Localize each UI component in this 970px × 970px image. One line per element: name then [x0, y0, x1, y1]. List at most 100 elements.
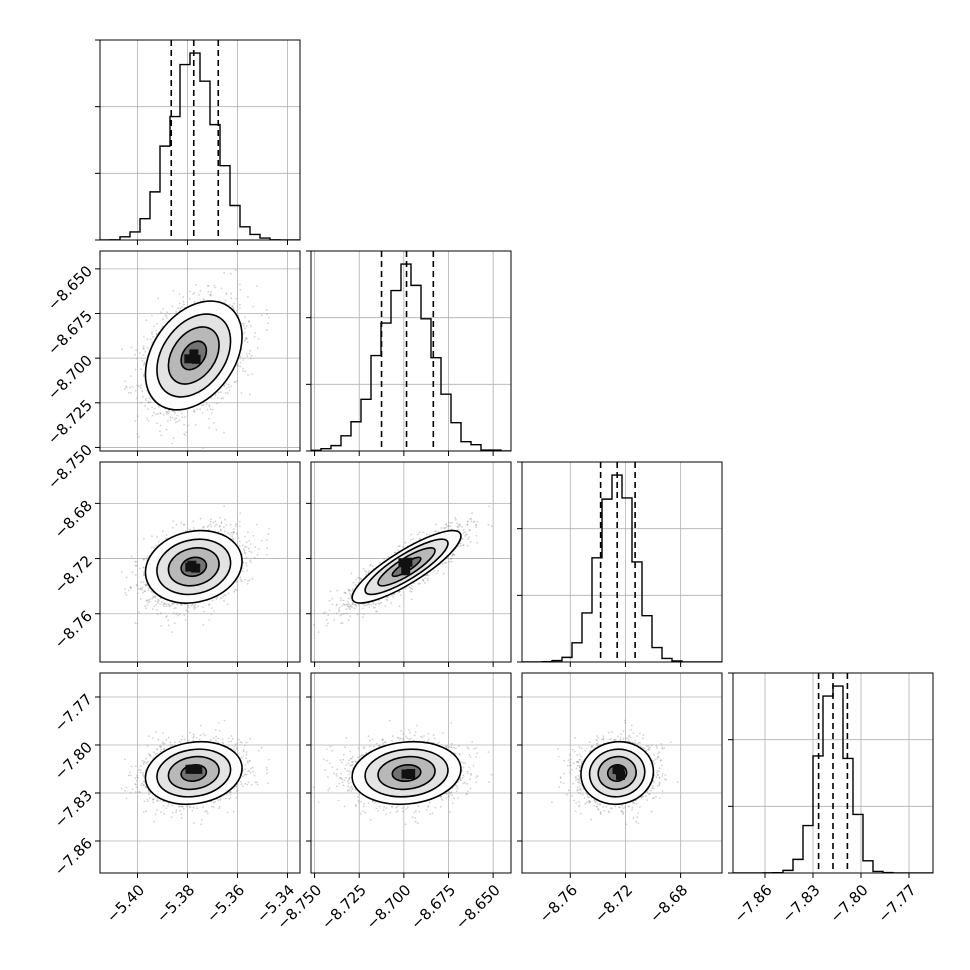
- scatter-point: [194, 606, 197, 609]
- scatter-point: [266, 313, 268, 315]
- scatter-point: [130, 346, 133, 349]
- scatter-point: [125, 593, 128, 596]
- scatter-point: [120, 348, 123, 351]
- panel-1-0: −8.750−8.725−8.700−8.675−8.650: [44, 250, 301, 493]
- scatter-point: [206, 284, 209, 287]
- scatter-point: [230, 272, 232, 275]
- scatter-point: [193, 409, 195, 411]
- scatter-point: [245, 546, 248, 548]
- scatter-point: [234, 381, 237, 383]
- scatter-point: [138, 435, 140, 438]
- scatter-point: [248, 352, 251, 355]
- scatter-point: [266, 329, 268, 331]
- scatter-point: [199, 408, 202, 411]
- scatter-point: [151, 331, 153, 334]
- scatter-point: [244, 552, 247, 555]
- scatter-point: [162, 603, 165, 606]
- scatter-point: [136, 433, 139, 435]
- scatter-point: [244, 546, 247, 548]
- scatter-point: [239, 576, 242, 579]
- scatter-point: [202, 526, 204, 529]
- scatter-point: [138, 611, 140, 614]
- scatter-point: [242, 367, 244, 370]
- panel-content: [311, 251, 511, 451]
- scatter-point: [238, 540, 241, 543]
- scatter-point: [260, 314, 263, 317]
- scatter-point: [189, 297, 191, 300]
- scatter-point: [142, 373, 145, 376]
- scatter-point: [169, 605, 172, 607]
- scatter-point: [250, 354, 253, 357]
- scatter-point: [155, 413, 158, 416]
- scatter-point: [187, 610, 190, 613]
- scatter-point: [155, 333, 158, 336]
- scatter-point: [157, 601, 159, 604]
- scatter-point: [166, 615, 168, 617]
- scatter-point: [154, 600, 157, 603]
- scatter-point: [244, 370, 247, 373]
- scatter-point: [230, 297, 233, 300]
- scatter-point: [251, 372, 254, 375]
- scatter-point: [168, 312, 171, 315]
- scatter-point: [243, 549, 246, 552]
- scatter-point: [197, 605, 200, 608]
- scatter-point: [134, 560, 137, 563]
- scatter-point: [189, 290, 192, 293]
- scatter-point: [236, 364, 239, 367]
- scatter-point: [208, 619, 211, 621]
- density-peak: [189, 349, 199, 359]
- scatter-point: [180, 306, 183, 308]
- scatter-point: [145, 398, 147, 400]
- scatter-point: [167, 412, 170, 415]
- scatter-point: [232, 528, 235, 531]
- scatter-point: [183, 303, 185, 306]
- y-tick-label: −8.725: [44, 396, 96, 448]
- scatter-point: [142, 354, 145, 356]
- scatter-point: [207, 290, 210, 293]
- scatter-point: [180, 412, 183, 414]
- scatter-point: [155, 544, 157, 547]
- scatter-point: [147, 599, 150, 602]
- scatter-point: [247, 296, 249, 298]
- scatter-point: [171, 305, 174, 308]
- scatter-point: [147, 419, 150, 422]
- scatter-point: [156, 608, 159, 611]
- scatter-point: [129, 375, 132, 378]
- scatter-point: [237, 365, 240, 368]
- scatter-point: [203, 299, 205, 301]
- scatter-point: [147, 401, 150, 404]
- scatter-point: [153, 407, 156, 410]
- scatter-point: [151, 414, 154, 417]
- scatter-point: [220, 521, 223, 524]
- scatter-point: [267, 322, 269, 325]
- scatter-point: [250, 551, 253, 553]
- scatter-point: [225, 387, 228, 389]
- scatter-point: [125, 386, 128, 389]
- scatter-point: [145, 583, 148, 586]
- scatter-point: [130, 392, 132, 394]
- scatter-point: [254, 331, 257, 334]
- scatter-point: [206, 408, 209, 411]
- scatter-point: [242, 359, 245, 361]
- scatter-point: [165, 428, 168, 431]
- scatter-point: [224, 299, 227, 302]
- scatter-point: [160, 625, 163, 627]
- scatter-point: [215, 598, 218, 600]
- scatter-point: [134, 420, 137, 422]
- scatter-point: [222, 595, 225, 598]
- scatter-point: [165, 537, 167, 539]
- scatter-point: [173, 410, 176, 413]
- panel-content: [100, 251, 300, 451]
- scatter-point: [144, 605, 147, 608]
- scatter-point: [145, 584, 148, 586]
- scatter-point: [135, 560, 138, 563]
- scatter-point: [219, 597, 222, 600]
- scatter-point: [140, 587, 142, 590]
- scatter-point: [225, 524, 228, 526]
- scatter-point: [153, 546, 156, 549]
- scatter-point: [152, 596, 155, 598]
- scatter-point: [184, 619, 187, 621]
- scatter-point: [181, 416, 184, 419]
- scatter-point: [173, 602, 176, 605]
